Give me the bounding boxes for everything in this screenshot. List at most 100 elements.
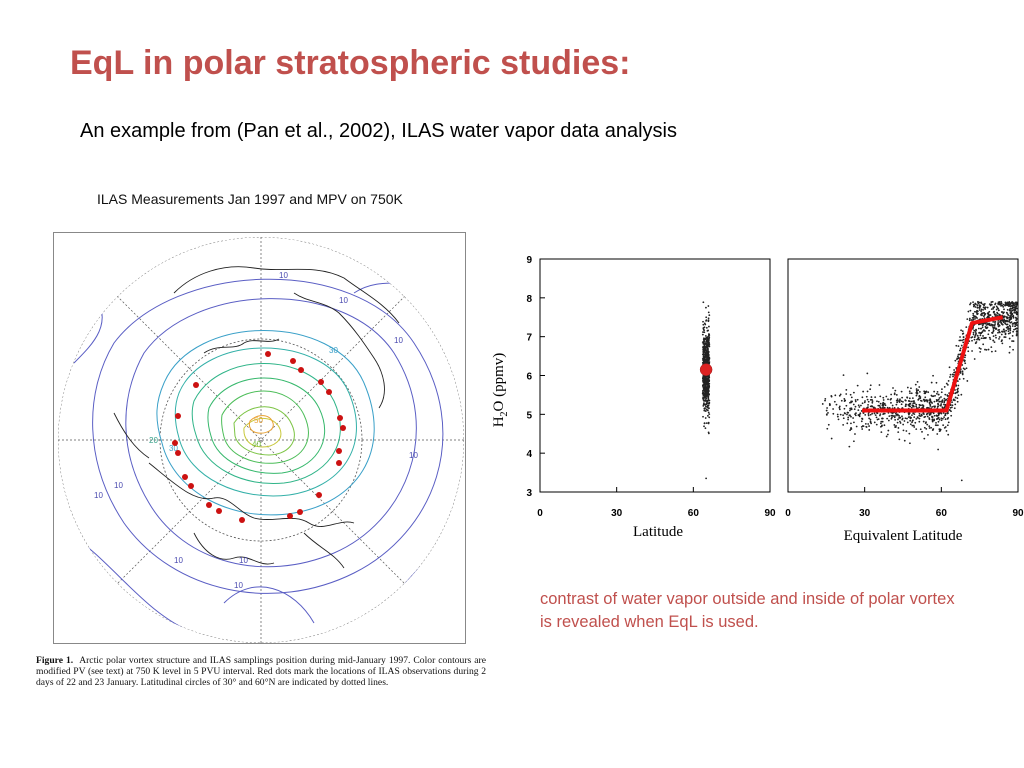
chart2-point — [1004, 332, 1007, 335]
chart2-point — [854, 399, 857, 401]
chart1-point — [704, 335, 707, 337]
chart2-xtick-label: 0 — [785, 508, 791, 519]
chart2-point — [909, 392, 911, 395]
chart1-point — [707, 397, 710, 400]
chart2-point — [982, 337, 985, 340]
sample-dot — [297, 509, 303, 515]
sample-dot — [193, 382, 199, 388]
chart2-point — [997, 331, 999, 334]
chart2-point — [990, 346, 993, 349]
chart2-point — [996, 312, 999, 315]
chart2-point — [915, 428, 918, 431]
chart2-point — [925, 407, 928, 409]
chart2-point — [919, 428, 922, 431]
chart1-point — [708, 416, 711, 419]
chart2-point — [967, 350, 970, 353]
chart2-point — [825, 409, 828, 412]
chart2-fit-line — [862, 315, 1004, 413]
chart2-point — [1009, 346, 1011, 348]
chart2-point — [904, 399, 907, 402]
chart2-point — [931, 395, 934, 398]
contour-label: 10 — [239, 556, 248, 565]
chart2-point — [973, 315, 976, 318]
chart2-point — [954, 403, 957, 406]
chart2-point — [971, 339, 973, 342]
chart2-point — [843, 400, 846, 402]
chart2-point — [975, 329, 977, 332]
chart2-point — [972, 303, 975, 306]
chart2-point — [914, 383, 917, 386]
chart2-point — [988, 310, 991, 313]
chart2-point — [1011, 340, 1014, 342]
chart1-point — [706, 409, 709, 412]
chart2-point — [980, 312, 983, 315]
chart1-point — [705, 319, 708, 322]
chart2-point — [875, 416, 878, 419]
chart2-point — [947, 417, 950, 419]
chart2-point — [926, 400, 929, 403]
chart2-point — [978, 347, 981, 349]
chart2-point — [945, 430, 948, 432]
chart2-point — [947, 379, 950, 382]
chart2-point — [924, 390, 926, 393]
chart2-point — [936, 390, 939, 393]
chart2-point — [987, 313, 990, 316]
chart2-point — [984, 330, 986, 332]
chart2-point — [957, 384, 960, 387]
chart2-point — [1010, 311, 1012, 313]
chart1-point — [702, 415, 704, 418]
chart1-ytick-label: 6 — [526, 372, 532, 383]
chart1-point — [707, 361, 710, 363]
chart2-point — [856, 398, 859, 401]
sample-dot — [172, 440, 178, 446]
chart2-point — [926, 423, 929, 426]
chart2-point — [1014, 327, 1017, 330]
chart2-point — [899, 420, 901, 423]
chart2-point — [959, 349, 962, 352]
contour-label: 10 — [409, 451, 418, 460]
chart2-point — [920, 414, 923, 417]
chart2-point — [881, 417, 884, 420]
chart2-point — [982, 329, 985, 332]
chart2-point — [903, 439, 906, 442]
chart2-point — [988, 329, 990, 332]
chart1-point — [707, 382, 710, 385]
chart1-point — [703, 409, 706, 412]
chart1-point — [704, 389, 706, 392]
chart2-point — [845, 393, 848, 395]
chart2-point — [918, 386, 921, 388]
chart2-point — [984, 348, 986, 351]
polar-stereographic-map: 10 10 10 10 10 10 10 10 10 20 30 30 40 5… — [58, 237, 464, 643]
chart2-point — [882, 401, 885, 404]
chart2-point — [993, 341, 996, 344]
chart2-point — [839, 413, 842, 416]
chart1-point — [702, 320, 704, 323]
chart2-point — [947, 421, 950, 424]
chart2-point — [916, 390, 918, 392]
chart2-point — [861, 396, 864, 399]
chart2-point — [956, 358, 958, 361]
chart2-point — [912, 402, 915, 405]
chart2-point — [997, 325, 1000, 328]
chart2-point — [965, 326, 968, 328]
chart2-point — [961, 370, 964, 373]
chart2-point — [936, 424, 939, 427]
chart2-point — [942, 424, 945, 427]
chart2-point — [1011, 301, 1013, 304]
chart2-point — [925, 399, 928, 401]
chart2-point — [961, 372, 964, 375]
chart2-point — [1008, 301, 1011, 304]
chart2-point — [998, 324, 1001, 327]
chart2-point — [1008, 316, 1011, 319]
chart2-point — [926, 415, 929, 418]
chart2-point — [959, 347, 962, 350]
chart2-point — [850, 408, 853, 411]
chart2-point — [934, 394, 936, 397]
chart2-point — [923, 399, 926, 402]
chart2-point — [910, 400, 913, 403]
chart1-point — [703, 340, 705, 342]
chart2-point — [1004, 323, 1007, 325]
chart2-point — [861, 428, 864, 430]
chart2-point — [958, 339, 961, 342]
chart2-point — [858, 415, 861, 418]
